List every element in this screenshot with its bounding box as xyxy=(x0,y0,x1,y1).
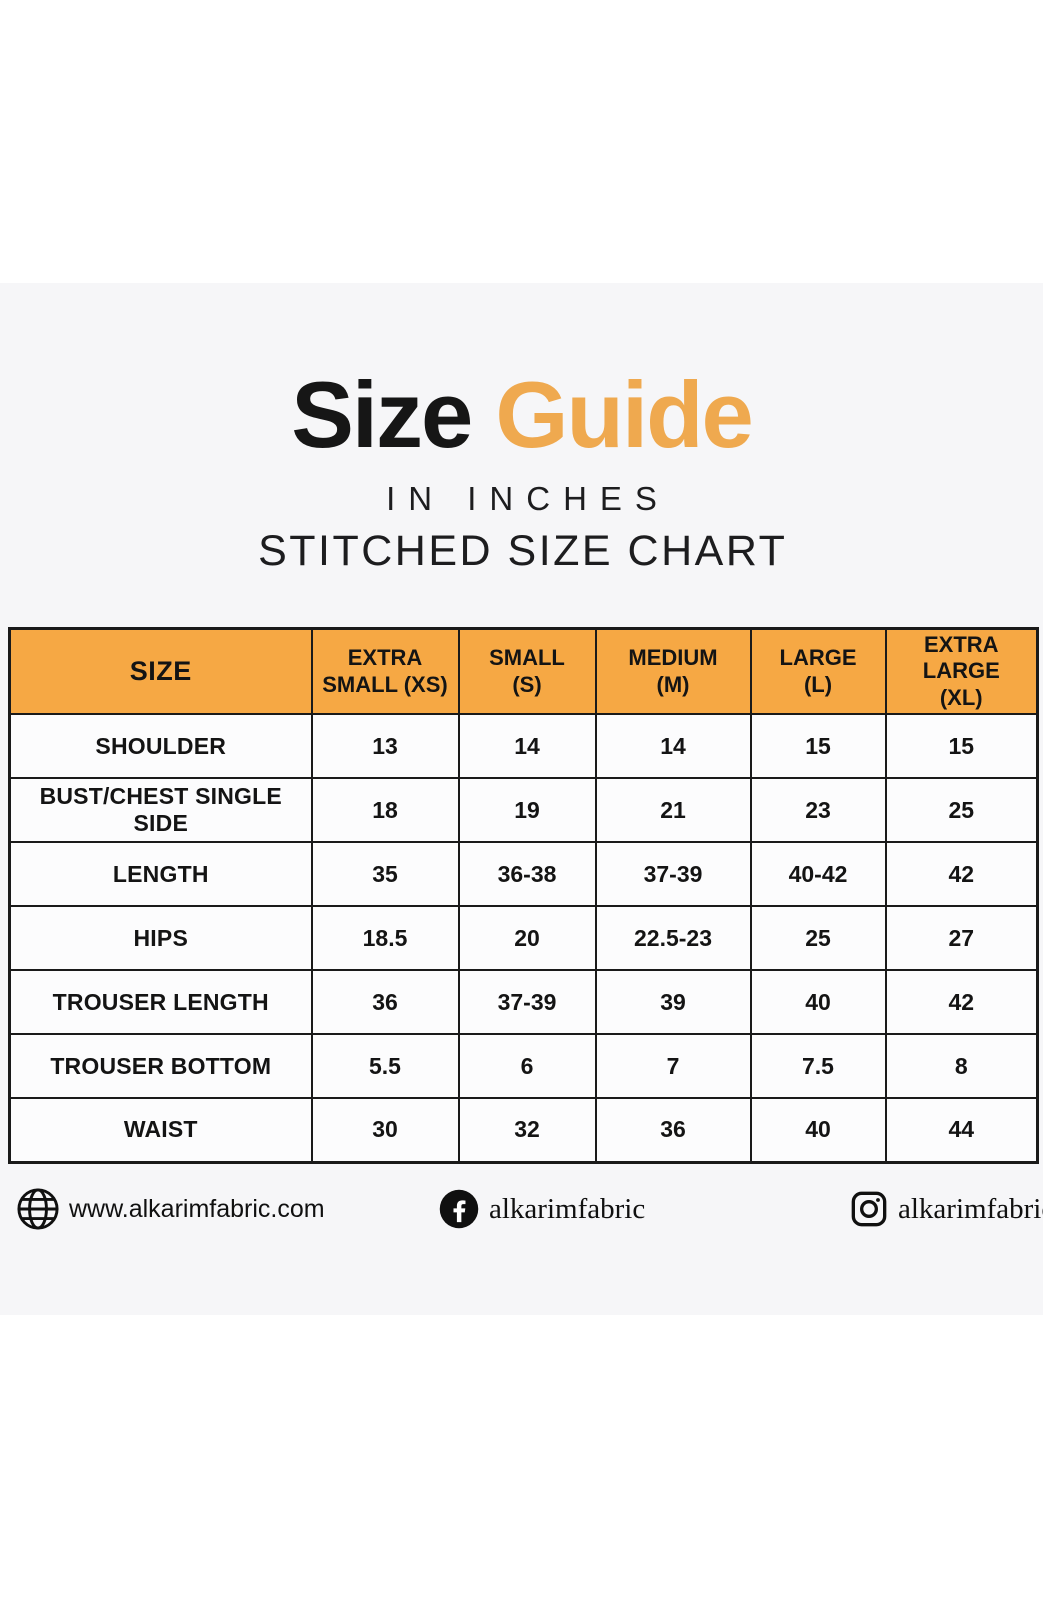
subtitle-stitched-size-chart: STITCHED SIZE CHART xyxy=(258,527,788,575)
size-value-cell: 42 xyxy=(884,969,1039,1036)
size-value-cell: 42 xyxy=(884,841,1039,908)
table-row: SHOULDER 13 14 14 15 15 xyxy=(8,713,1039,780)
size-value-cell: 32 xyxy=(457,1097,597,1164)
size-value-cell: 18 xyxy=(310,777,460,844)
header-line: SMALL xyxy=(489,645,565,671)
header-cell-size: SIZE xyxy=(8,627,313,716)
instagram-handle: alkarimfabrics xyxy=(898,1192,1043,1225)
size-value-cell: 35 xyxy=(310,841,460,908)
title-word-black: Size xyxy=(291,362,473,467)
header-line: LARGE xyxy=(779,645,857,671)
table-row: BUST/CHEST SINGLE SIDE 18 19 21 23 25 xyxy=(8,777,1039,844)
size-value-cell: 15 xyxy=(884,713,1039,780)
size-value-cell: 19 xyxy=(457,777,597,844)
size-value-cell: 18.5 xyxy=(310,905,460,972)
size-value-cell: 36 xyxy=(594,1097,752,1164)
row-label: WAIST xyxy=(8,1097,313,1164)
row-label: LENGTH xyxy=(8,841,313,908)
size-value-cell: 30 xyxy=(310,1097,460,1164)
table-row: HIPS 18.5 20 22.5-23 25 27 xyxy=(8,905,1039,972)
size-value-cell: 40 xyxy=(749,969,887,1036)
facebook-icon xyxy=(438,1188,480,1230)
size-value-cell: 14 xyxy=(457,713,597,780)
table-row: TROUSER BOTTOM 5.5 6 7 7.5 8 xyxy=(8,1033,1039,1100)
size-chart-header: SIZE EXTRA SMALL (XS) SMALL (S) MEDIUM (M) … xyxy=(8,627,1039,716)
row-label: TROUSER BOTTOM xyxy=(8,1033,313,1100)
header-line: MEDIUM xyxy=(628,645,718,671)
size-value-cell: 39 xyxy=(594,969,752,1036)
size-value-cell: 44 xyxy=(884,1097,1039,1164)
facebook-link[interactable]: alkarimfabric xyxy=(438,1184,645,1234)
size-value-cell: 27 xyxy=(884,905,1039,972)
title-block: Size Guide IN INCHES STITCHED SIZE CHART xyxy=(0,368,1043,576)
size-value-cell: 22.5-23 xyxy=(594,905,752,972)
header-cell-s: SMALL (S) xyxy=(457,627,597,716)
header-line: (XL) xyxy=(939,684,983,710)
table-row: WAIST 30 32 36 40 44 xyxy=(8,1097,1039,1164)
subtitle-in-inches: IN INCHES xyxy=(386,480,670,517)
size-value-cell: 25 xyxy=(884,777,1039,844)
header-line: (S) xyxy=(512,671,542,697)
row-label: BUST/CHEST SINGLE SIDE xyxy=(8,777,313,844)
header-line: SIZE xyxy=(129,656,192,687)
size-chart-table: SIZE EXTRA SMALL (XS) SMALL (S) MEDIUM (M) … xyxy=(8,627,1039,1164)
globe-icon xyxy=(16,1187,60,1231)
size-value-cell: 8 xyxy=(884,1033,1039,1100)
facebook-handle: alkarimfabric xyxy=(489,1192,646,1225)
size-value-cell: 5.5 xyxy=(310,1033,460,1100)
size-value-cell: 36-38 xyxy=(457,841,597,908)
header-cell-m: MEDIUM (M) xyxy=(594,627,752,716)
size-value-cell: 14 xyxy=(594,713,752,780)
size-value-cell: 37-39 xyxy=(594,841,752,908)
row-label: TROUSER LENGTH xyxy=(8,969,313,1036)
size-value-cell: 20 xyxy=(457,905,597,972)
size-value-cell: 7.5 xyxy=(749,1033,887,1100)
size-value-cell: 7 xyxy=(594,1033,752,1100)
header-line: EXTRA LARGE xyxy=(922,632,1000,684)
header-line: (M) xyxy=(656,671,690,697)
website-url: www.alkarimfabric.com xyxy=(69,1194,325,1223)
header-cell-l: LARGE (L) xyxy=(749,627,887,716)
size-value-cell: 6 xyxy=(457,1033,597,1100)
size-value-cell: 13 xyxy=(310,713,460,780)
size-value-cell: 36 xyxy=(310,969,460,1036)
size-value-cell: 40 xyxy=(749,1097,887,1164)
table-row: LENGTH 35 36-38 37-39 40-42 42 xyxy=(8,841,1039,908)
table-row: TROUSER LENGTH 36 37-39 39 40 42 xyxy=(8,969,1039,1036)
size-value-cell: 23 xyxy=(749,777,887,844)
size-value-cell: 40-42 xyxy=(749,841,887,908)
size-chart-body: SHOULDER 13 14 14 15 15 BUST/CHEST SINGL… xyxy=(8,713,1039,1164)
size-value-cell: 37-39 xyxy=(457,969,597,1036)
instagram-icon xyxy=(849,1189,889,1229)
page-title: Size Guide xyxy=(0,368,1043,462)
header-cell-xl: EXTRA LARGE (XL) xyxy=(884,627,1039,716)
title-word-orange: Guide xyxy=(495,362,753,467)
header-cell-xs: EXTRA SMALL (XS) xyxy=(310,627,460,716)
instagram-link[interactable]: alkarimfabrics xyxy=(849,1184,1043,1234)
header-line: SMALL (XS) xyxy=(322,671,448,697)
website-link[interactable]: www.alkarimfabric.com xyxy=(16,1184,325,1234)
header-line: (L) xyxy=(803,671,833,697)
size-value-cell: 21 xyxy=(594,777,752,844)
header-row: SIZE EXTRA SMALL (XS) SMALL (S) MEDIUM (M) … xyxy=(8,627,1039,716)
size-value-cell: 25 xyxy=(749,905,887,972)
row-label: HIPS xyxy=(8,905,313,972)
size-value-cell: 15 xyxy=(749,713,887,780)
row-label: SHOULDER xyxy=(8,713,313,780)
header-line: EXTRA xyxy=(347,645,423,671)
